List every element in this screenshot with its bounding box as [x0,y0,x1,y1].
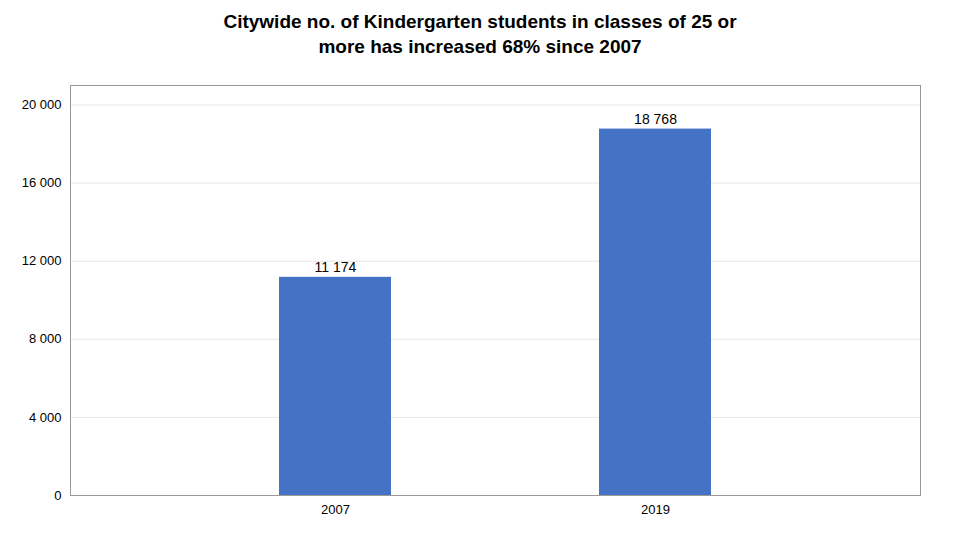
svg-text:16 000: 16 000 [22,176,62,191]
svg-text:2019: 2019 [641,502,670,517]
svg-text:8 000: 8 000 [29,332,62,347]
svg-text:20 000: 20 000 [22,98,62,113]
svg-text:0: 0 [54,488,61,503]
html-text:Citywide no. of Kindergarten s: Citywide no. of Kindergarten students in… [223,11,737,57]
svg-text:2007: 2007 [321,502,350,517]
svg-text:12 000: 12 000 [22,254,62,269]
svg-text:4 000: 4 000 [29,410,62,425]
svg-text:11 174: 11 174 [315,259,357,275]
svg-text:18 768: 18 768 [634,111,677,127]
